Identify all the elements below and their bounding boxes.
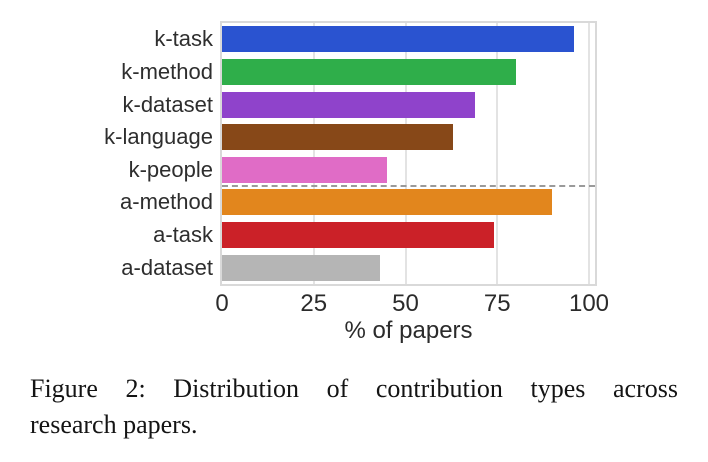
bar-a-method	[222, 189, 553, 216]
bar-row-k-language: k-language	[104, 121, 595, 154]
x-tick-75: 75	[483, 290, 511, 317]
x-tick-100: 100	[568, 290, 610, 317]
category-label-a-method: a-method	[120, 189, 213, 215]
bar-row-k-task: k-task	[154, 23, 595, 56]
category-label-k-method: k-method	[121, 58, 213, 84]
category-label-k-language: k-language	[104, 124, 213, 150]
bar-row-a-dataset: a-dataset	[121, 251, 595, 284]
gridline-75	[496, 23, 499, 284]
bar-k-dataset	[222, 91, 476, 118]
bar-row-k-method: k-method	[121, 56, 595, 89]
plot-area: k-task k-method k-dataset k-language k-peopl…	[104, 21, 597, 286]
group-separator-line	[222, 185, 595, 188]
bar-row-k-people: k-people	[129, 154, 595, 187]
x-tick-50: 50	[392, 290, 419, 317]
bar-a-task	[222, 222, 494, 249]
category-label-a-dataset: a-dataset	[121, 254, 213, 280]
bar-k-task	[222, 26, 575, 53]
caption-line-1: Figure 2: Distribution of contribution t…	[30, 374, 678, 403]
gridline-25	[312, 23, 315, 284]
bar-row-a-task: a-task	[153, 219, 595, 252]
gridline-50	[404, 23, 407, 284]
bar-k-people	[222, 156, 388, 183]
bar-k-language	[222, 124, 454, 151]
bar-a-dataset	[222, 254, 380, 281]
figure-caption: Figure 2: Distribution of contribution t…	[30, 371, 678, 443]
x-tick-25: 25	[300, 290, 328, 317]
category-label-k-task: k-task	[154, 26, 213, 52]
bar-row-a-method: a-method	[120, 186, 595, 219]
x-axis-ticks: 0 25 50 75 100	[215, 290, 609, 317]
category-label-k-dataset: k-dataset	[122, 91, 214, 117]
gridline-100	[588, 23, 590, 284]
caption-line-2: research papers.	[30, 410, 198, 439]
bar-row-k-dataset: k-dataset	[123, 88, 595, 121]
x-tick-0: 0	[215, 290, 229, 317]
bar-k-method	[222, 58, 516, 85]
x-axis-label: % of papers	[344, 317, 473, 344]
category-label-k-people: k-people	[128, 156, 213, 182]
category-label-a-task: a-task	[153, 222, 213, 248]
